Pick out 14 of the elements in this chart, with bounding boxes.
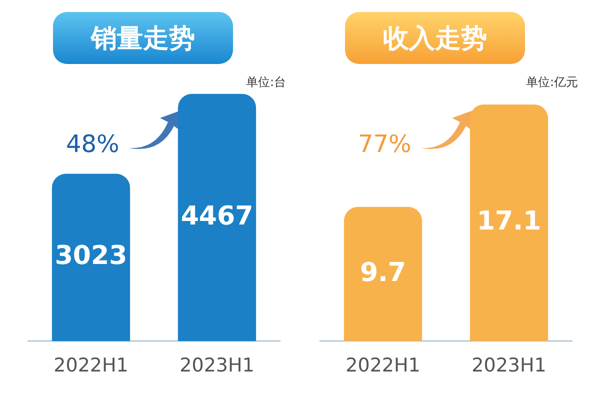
x-tick-label: 2023H1 — [472, 354, 546, 377]
x-tick-label: 2022H1 — [54, 354, 128, 377]
chart-title: 收入走势 — [345, 12, 525, 64]
text: 单位:台 — [246, 74, 286, 91]
x-tick-label: 2023H1 — [180, 354, 254, 377]
data-label: 3023 — [54, 241, 128, 272]
text: 单位:亿元 — [526, 74, 578, 91]
annotation: 77% — [358, 130, 412, 158]
data-label: 9.7 — [360, 258, 406, 288]
data-label: 4467 — [180, 201, 254, 232]
data-label: 17.1 — [476, 206, 542, 237]
chart-title: 销量走势 — [53, 12, 233, 64]
annotation: 48% — [66, 130, 120, 158]
x-tick-label: 2022H1 — [346, 354, 420, 377]
